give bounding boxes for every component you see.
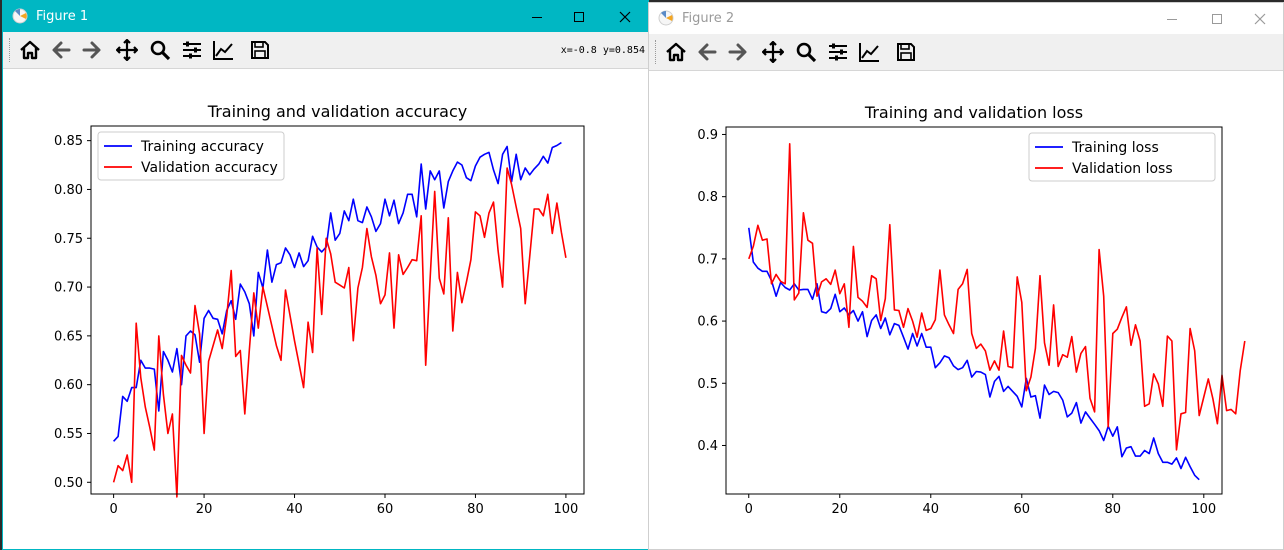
figure-1-window: Figure 1 x=-0.8 y=0.854 Training and val… [2, 0, 649, 550]
pan-button[interactable] [760, 40, 786, 64]
toolbar-grip[interactable] [655, 40, 658, 64]
series-line-validation [748, 143, 1246, 451]
back-arrow-icon [698, 43, 717, 61]
x-tick-label: 20 [196, 502, 213, 517]
close-icon [1254, 13, 1266, 24]
edit-axis-button[interactable] [210, 38, 236, 62]
pan-button[interactable] [114, 38, 140, 62]
edit-axis-button[interactable] [856, 40, 882, 64]
maximize-icon [574, 11, 584, 22]
figure-1-titlebar[interactable]: Figure 1 [3, 1, 648, 32]
window-title: Figure 2 [682, 11, 735, 26]
y-tick-label: 0.8 [697, 190, 718, 205]
x-tick-label: 40 [922, 502, 939, 517]
close-icon [619, 11, 631, 22]
maximize-icon [1212, 13, 1222, 24]
save-button[interactable] [893, 40, 919, 64]
x-tick-label: 100 [1191, 502, 1216, 517]
close-button[interactable] [1237, 3, 1283, 34]
back-arrow-icon [52, 41, 71, 59]
navigation-toolbar [649, 34, 1283, 71]
configure-subplots-button[interactable] [825, 40, 851, 64]
cursor-coordinate-readout: x=-0.8 y=0.854 [560, 45, 645, 56]
y-tick-label: 0.85 [54, 134, 83, 149]
legend-label: Training loss [1071, 140, 1159, 156]
x-tick-label: 80 [467, 502, 484, 517]
plot-area-frame [90, 125, 585, 495]
home-button[interactable] [663, 40, 689, 64]
zoom-button[interactable] [793, 40, 819, 64]
home-icon [20, 40, 40, 60]
maximize-button[interactable] [556, 1, 602, 32]
y-tick-label: 0.6 [697, 315, 718, 330]
forward-arrow-icon [82, 41, 101, 59]
edit-axis-icon [213, 41, 233, 60]
x-tick-label: 60 [1014, 502, 1031, 517]
x-tick-label: 80 [1105, 502, 1122, 517]
back-button[interactable] [694, 40, 720, 64]
matplotlib-app-icon [658, 10, 674, 26]
pan-move-icon [116, 39, 138, 61]
forward-button[interactable] [725, 40, 751, 64]
x-tick-label: 60 [377, 502, 394, 517]
x-tick-label: 100 [553, 502, 578, 517]
y-tick-label: 0.60 [54, 378, 83, 393]
home-icon [666, 42, 686, 62]
save-floppy-icon [251, 41, 269, 59]
figure-2-titlebar[interactable]: Figure 2 [649, 3, 1283, 34]
y-tick-label: 0.70 [54, 281, 83, 296]
save-button[interactable] [247, 38, 273, 62]
forward-button[interactable] [79, 38, 105, 62]
zoom-button[interactable] [147, 38, 173, 62]
configure-subplots-button[interactable] [179, 38, 205, 62]
matplotlib-app-icon [12, 8, 28, 24]
x-tick-label: 0 [745, 502, 753, 517]
window-title: Figure 1 [36, 9, 89, 24]
x-tick-label: 20 [831, 502, 848, 517]
configure-subplots-icon [829, 43, 847, 61]
series-line-training [113, 141, 562, 442]
legend-label: Validation accuracy [141, 160, 278, 176]
plot-area-frame [725, 126, 1223, 495]
minimize-button[interactable] [1149, 3, 1195, 34]
home-button[interactable] [17, 38, 43, 62]
edit-axis-icon [859, 43, 879, 62]
navigation-toolbar: x=-0.8 y=0.854 [3, 32, 648, 69]
toolbar-grip[interactable] [9, 38, 12, 62]
accuracy-chart[interactable]: Training and validation accuracy 0 20 40 60 8… [3, 69, 648, 549]
forward-arrow-icon [728, 43, 747, 61]
y-tick-label: 0.80 [54, 183, 83, 198]
legend-box [1028, 132, 1216, 182]
close-button[interactable] [602, 1, 648, 32]
x-tick-label: 0 [109, 502, 117, 517]
configure-subplots-icon [183, 41, 201, 59]
chart-title: Training and validation accuracy [207, 102, 467, 121]
maximize-button[interactable] [1194, 3, 1240, 34]
figure-2-window: Figure 2 Training and validation loss 0 20… [648, 2, 1284, 550]
legend-box [97, 131, 285, 181]
pan-move-icon [762, 41, 784, 63]
y-tick-label: 0.9 [697, 128, 718, 143]
x-tick-label: 40 [286, 502, 303, 517]
series-line-training [748, 227, 1200, 481]
y-tick-label: 0.4 [697, 439, 718, 454]
zoom-magnifier-icon [796, 42, 817, 63]
legend-label: Validation loss [1072, 161, 1173, 177]
minimize-icon [1167, 18, 1177, 20]
chart-title: Training and validation loss [864, 103, 1083, 122]
y-tick-label: 0.65 [54, 329, 83, 344]
zoom-magnifier-icon [150, 40, 171, 61]
y-tick-label: 0.50 [54, 476, 83, 491]
legend-label: Training accuracy [140, 139, 264, 155]
minimize-button[interactable] [514, 1, 560, 32]
series-line-validation [112, 167, 567, 498]
loss-chart[interactable]: Training and validation loss 0 20 40 60 80 100… [649, 71, 1283, 549]
y-tick-label: 0.75 [54, 232, 83, 247]
minimize-icon [532, 16, 542, 18]
y-tick-label: 0.55 [54, 427, 83, 442]
y-tick-label: 0.5 [697, 377, 718, 392]
save-floppy-icon [897, 43, 915, 61]
y-tick-label: 0.7 [697, 252, 718, 267]
back-button[interactable] [48, 38, 74, 62]
